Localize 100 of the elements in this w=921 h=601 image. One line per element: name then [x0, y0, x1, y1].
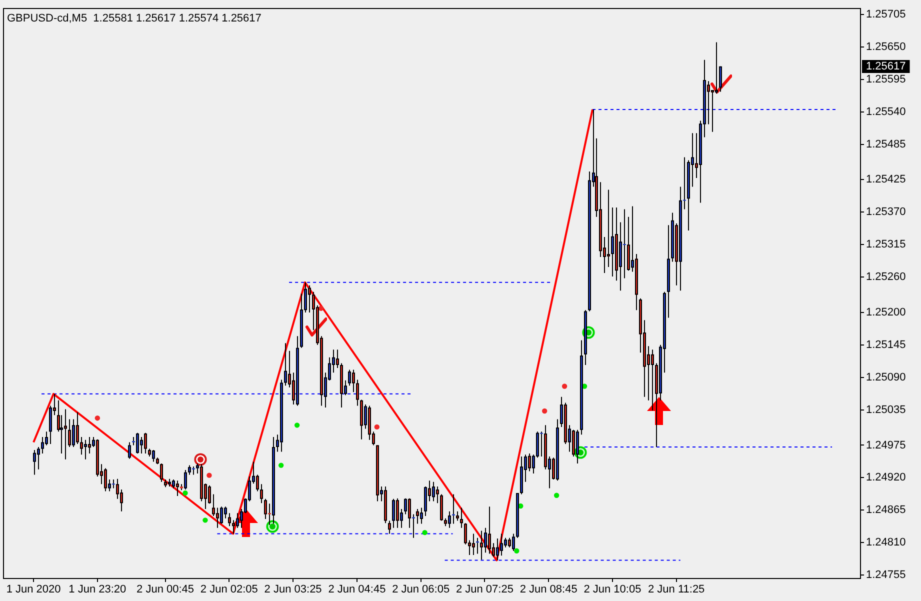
- candlestick: [376, 444, 379, 502]
- candlestick: [528, 453, 531, 472]
- candlestick: [460, 507, 463, 528]
- candlestick: [388, 520, 391, 534]
- candlestick: [336, 349, 339, 368]
- candlestick: [671, 212, 674, 262]
- point: [422, 530, 428, 536]
- candlestick: [220, 506, 223, 524]
- candlestick: [679, 186, 682, 292]
- candlestick: [256, 474, 259, 492]
- candlestick: [404, 498, 407, 515]
- candlestick: [308, 284, 311, 313]
- candlestick: [504, 537, 507, 548]
- candlestick: [116, 478, 119, 500]
- candlestick: [216, 507, 219, 528]
- x-tick-label: 2 Jun 06:05: [392, 584, 450, 596]
- candlestick: [715, 42, 718, 94]
- x-tick-label: 2 Jun 07:25: [456, 584, 514, 596]
- y-tick-label: 1.25485: [866, 138, 906, 150]
- candlestick: [516, 492, 519, 538]
- candlestick: [448, 510, 451, 528]
- candlestick: [396, 498, 399, 528]
- candlestick: [228, 512, 231, 527]
- candlestick: [45, 431, 48, 446]
- candlestick: [588, 170, 591, 312]
- candlestick: [280, 379, 283, 452]
- point: [94, 415, 100, 421]
- candlestick: [651, 349, 654, 411]
- candlestick: [416, 508, 419, 524]
- point: [542, 408, 548, 414]
- candlestick: [719, 66, 722, 92]
- candlestick: [512, 533, 515, 552]
- y-tick-label: 1.24975: [866, 439, 906, 452]
- candlestick: [500, 533, 503, 556]
- x-tick-label: 2 Jun 02:05: [200, 584, 258, 596]
- candlestick: [41, 436, 44, 454]
- candlestick: [440, 494, 443, 522]
- candlestick: [260, 484, 263, 504]
- point: [318, 306, 324, 311]
- candlestick: [64, 408, 67, 460]
- candlestick: [580, 340, 583, 436]
- candlestick: [144, 432, 147, 454]
- point: [374, 424, 380, 430]
- y-tick-label: 1.25595: [866, 73, 906, 86]
- y-tick-label: 1.25705: [866, 8, 906, 21]
- candlestick: [176, 480, 179, 496]
- y-tick-label: 1.24865: [866, 504, 906, 516]
- candlestick: [352, 369, 355, 393]
- y-tick-label: 1.24755: [866, 569, 906, 582]
- x-tick-label: 2 Jun 10:05: [584, 584, 642, 596]
- candlestick: [136, 432, 139, 454]
- candlestick: [160, 463, 163, 482]
- y-tick-label: 1.24920: [866, 472, 906, 484]
- x-tick-label: 2 Jun 04:45: [328, 584, 386, 596]
- candlestick: [464, 522, 467, 545]
- candlestick: [140, 436, 143, 454]
- candlestick: [232, 520, 235, 534]
- candlestick: [484, 527, 487, 554]
- candlestick: [564, 402, 567, 445]
- candlestick: [80, 436, 83, 456]
- y-tick-label: 1.25540: [866, 106, 906, 118]
- candlestick: [60, 414, 63, 454]
- x-tick-label: 2 Jun 08:45: [520, 584, 578, 596]
- point: [294, 422, 300, 428]
- candlestick: [224, 506, 227, 519]
- candlestick: [392, 498, 395, 528]
- x-tick-label: 1 Jun 23:20: [68, 584, 126, 596]
- point: [554, 492, 560, 498]
- candlestick: [432, 481, 435, 502]
- candlestick: [496, 538, 499, 561]
- candlestick: [152, 449, 155, 462]
- candlestick: [627, 216, 630, 272]
- candlestick: [667, 224, 670, 318]
- candlestick: [488, 506, 491, 554]
- candlestick: [508, 537, 511, 548]
- candlestick: [368, 405, 371, 440]
- point: [562, 384, 568, 389]
- candlestick: [76, 412, 79, 445]
- point: [182, 490, 188, 496]
- candlestick: [456, 510, 459, 522]
- candlestick: [420, 507, 423, 524]
- x-tick-label: 2 Jun 03:25: [264, 584, 322, 596]
- y-tick-label: 1.25650: [866, 40, 906, 53]
- y-tick-label: 1.24810: [866, 536, 906, 549]
- candlestick: [619, 222, 622, 292]
- candlestick: [408, 498, 411, 528]
- candlestick: [72, 418, 75, 448]
- candlestick: [687, 160, 690, 231]
- candlestick: [296, 336, 299, 406]
- candlestick: [635, 254, 638, 311]
- candlestick: [472, 533, 475, 556]
- candlestick: [348, 369, 351, 386]
- candlestick: [576, 429, 579, 464]
- candlestick: [360, 399, 363, 440]
- candlestick: [623, 208, 626, 279]
- candlestick: [424, 486, 427, 517]
- candlestick: [556, 418, 559, 482]
- candlestick: [68, 418, 71, 448]
- candlestick: [356, 379, 359, 406]
- candlestick: [128, 442, 131, 460]
